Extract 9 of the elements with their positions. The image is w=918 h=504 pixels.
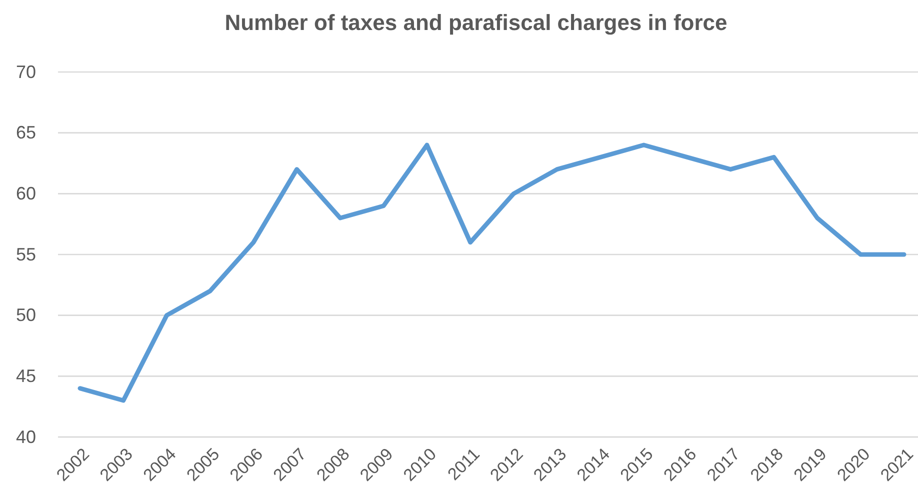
y-tick-label: 40 [16, 426, 36, 447]
y-tick-label: 50 [16, 305, 36, 326]
y-tick-label: 65 [16, 122, 36, 143]
y-tick-label: 60 [16, 183, 36, 204]
y-tick-label: 45 [16, 366, 36, 386]
y-tick-label: 70 [16, 62, 36, 82]
chart-title: Number of taxes and parafiscal charges in force [224, 10, 728, 35]
y-tick-label: 55 [16, 244, 36, 264]
line-series [78, 142, 906, 403]
